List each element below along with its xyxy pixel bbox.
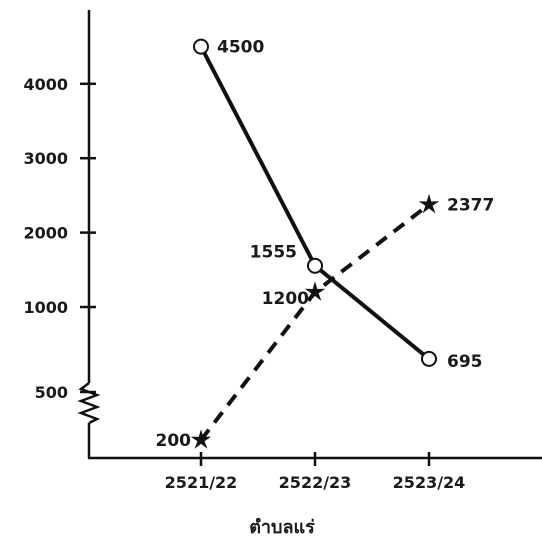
y-axis-break-icon bbox=[77, 382, 101, 425]
data-label: 1555 bbox=[250, 243, 297, 263]
circle-marker bbox=[421, 350, 437, 367]
circle-marker bbox=[307, 257, 323, 274]
circle-marker bbox=[193, 38, 209, 55]
data-label: 2377 bbox=[447, 196, 494, 216]
y-tick-label: 1000 bbox=[23, 298, 68, 317]
y-tick-label: 4000 bbox=[23, 75, 68, 94]
dashed-series-path bbox=[199, 203, 431, 442]
y-axis-ticks: 500 1000 2000 3000 4000 bbox=[23, 75, 96, 402]
data-label: 4500 bbox=[217, 38, 264, 58]
series-dashed-line: 200 1200 2377 bbox=[156, 193, 494, 451]
data-label: 1200 bbox=[262, 289, 309, 309]
solid-series-path bbox=[199, 45, 431, 361]
y-tick-label: 3000 bbox=[23, 149, 68, 168]
x-axis-title: ตำบลแร่ bbox=[249, 517, 315, 538]
x-tick-label: 2521/22 bbox=[165, 473, 238, 492]
star-marker bbox=[418, 193, 440, 214]
y-tick-label: 2000 bbox=[23, 224, 68, 243]
x-tick-label: 2522/23 bbox=[279, 473, 352, 492]
star-marker bbox=[304, 281, 326, 301]
data-label: 200 bbox=[156, 431, 192, 451]
x-axis-ticks: 2521/22 2522/23 2523/24 bbox=[165, 452, 466, 492]
star-marker bbox=[190, 429, 212, 449]
y-tick-label: 500 bbox=[35, 383, 68, 402]
data-label: 695 bbox=[447, 352, 483, 372]
series-solid-line: 4500 1555 695 bbox=[193, 38, 483, 372]
x-tick-label: 2523/24 bbox=[393, 473, 466, 492]
